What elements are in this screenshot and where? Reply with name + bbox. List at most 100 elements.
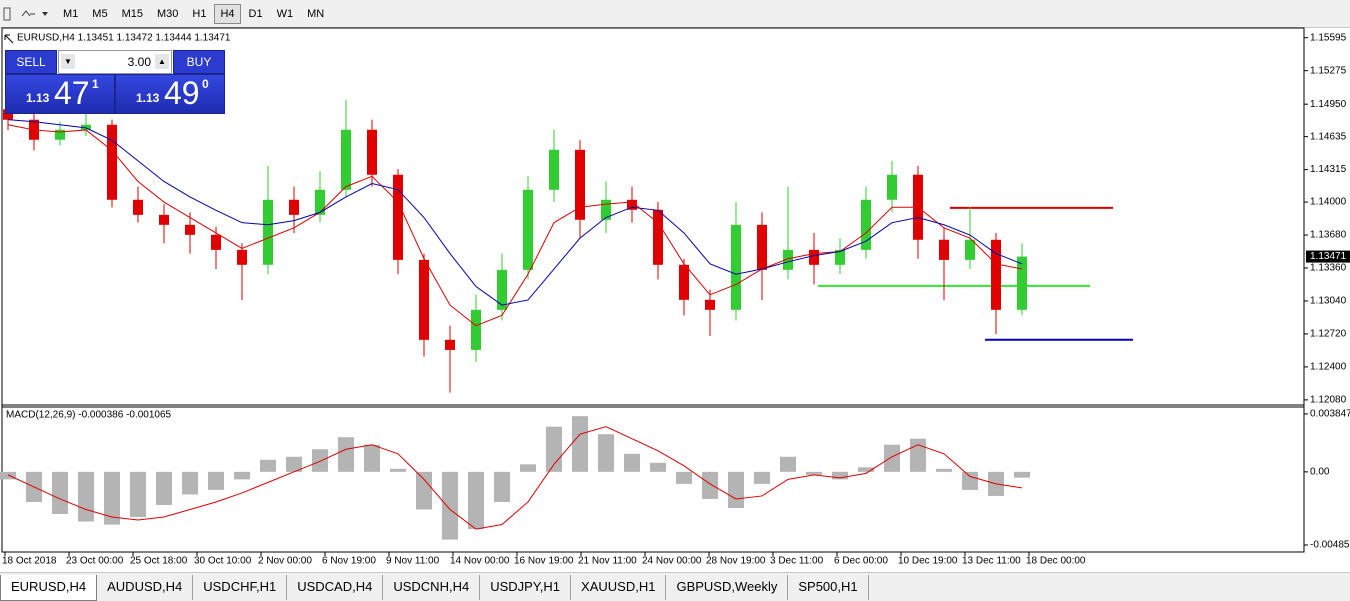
macd-bar xyxy=(208,471,224,490)
timeframe-button[interactable]: M1 xyxy=(63,7,79,20)
y-tick-label: 1.13680 xyxy=(1310,230,1347,241)
candle-body xyxy=(107,124,117,200)
candle-body xyxy=(861,199,871,250)
x-tick-label: 30 Oct 10:00 xyxy=(194,556,252,567)
chart-tab[interactable]: GBPUSD,Weekly xyxy=(666,575,789,600)
candle-body xyxy=(783,249,793,270)
macd-bar xyxy=(104,471,120,525)
sell-price[interactable]: 1.13 47 1 xyxy=(5,74,115,114)
x-tick-label: 18 Oct 2018 xyxy=(2,556,57,567)
price-pips: 47 xyxy=(54,75,90,111)
chart-tab[interactable]: SP500,H1 xyxy=(788,575,869,600)
tool-icons xyxy=(3,7,48,20)
candle-body xyxy=(939,239,949,260)
macd-bar xyxy=(416,471,432,510)
candle-body xyxy=(3,109,13,120)
volume[interactable]: 3.00 xyxy=(127,55,151,69)
timeframes: M1 M5 M15 M30 H1 H4 D1 W1 MN xyxy=(56,3,331,24)
macd-bar xyxy=(312,449,328,472)
candle-body xyxy=(419,259,429,340)
x-tick-label: 23 Oct 00:00 xyxy=(66,556,124,567)
x-tick-label: 6 Dec 00:00 xyxy=(834,556,888,567)
macd-bar xyxy=(832,471,848,480)
sell-button[interactable]: SELL xyxy=(5,50,57,74)
macd-bar xyxy=(598,434,614,472)
macd-bar xyxy=(260,459,276,472)
timeframe-button[interactable]: H1 xyxy=(192,7,207,20)
candle-body xyxy=(679,264,689,300)
x-tick-label: 13 Dec 11:00 xyxy=(962,556,1021,567)
macd-bar xyxy=(910,438,926,472)
volume-box[interactable]: ▼ 3.00 ▲ xyxy=(58,50,172,74)
macd-bar xyxy=(390,468,406,472)
timeframe-button[interactable]: M30 xyxy=(156,7,179,20)
chart-tab[interactable]: USDCAD,H4 xyxy=(287,575,384,600)
x-tick-label: 24 Nov 00:00 xyxy=(642,556,702,567)
candle-body xyxy=(289,199,299,215)
macd-bar xyxy=(156,471,172,505)
price-point: 1 xyxy=(92,77,99,91)
macd-bar xyxy=(780,456,796,472)
timeframe-button[interactable]: D1 xyxy=(248,7,263,20)
y-tick-label: 1.14315 xyxy=(1310,164,1347,175)
timeframe-button[interactable]: W1 xyxy=(276,7,294,20)
candle-body xyxy=(575,149,585,220)
chart-tab[interactable]: AUDUSD,H4 xyxy=(97,575,194,600)
candle-body xyxy=(1017,256,1027,310)
macd-bar xyxy=(728,471,744,508)
macd-title: MACD(12,26,9) -0.000386 -0.001065 xyxy=(6,410,172,421)
timeframe-button[interactable]: M5 xyxy=(92,7,108,20)
chart-tab[interactable]: USDCHF,H1 xyxy=(193,575,288,600)
chart-tab[interactable]: EURUSD,H4 xyxy=(0,575,98,601)
macd-bar xyxy=(858,467,874,472)
macd-signal xyxy=(7,426,1023,530)
y-tick-label: 0.00 xyxy=(1310,466,1330,477)
y-tick-label: 1.13360 xyxy=(1310,263,1347,274)
macd-bar xyxy=(494,471,510,502)
candle-body xyxy=(757,224,767,270)
x-tick-label: 25 Oct 18:00 xyxy=(130,556,188,567)
y-tick-label: 1.15275 xyxy=(1310,65,1347,76)
macd-bar xyxy=(468,471,484,530)
macd-bar xyxy=(624,453,640,472)
timeframe-button[interactable]: H4 xyxy=(214,3,241,24)
x-tick-label: 16 Nov 19:00 xyxy=(514,556,574,567)
candle-body xyxy=(991,239,1001,310)
moving-average xyxy=(7,124,1023,327)
y-tick-label: 1.13040 xyxy=(1310,296,1347,307)
candle-body xyxy=(497,269,507,310)
buy-button[interactable]: BUY xyxy=(173,50,225,74)
y-tick-label: 1.12080 xyxy=(1310,395,1347,406)
chart-tab[interactable]: USDJPY,H1 xyxy=(480,575,572,600)
macd-bar xyxy=(702,471,718,499)
macd-bar xyxy=(130,471,146,518)
macd-bar xyxy=(0,471,16,480)
timeframe-button[interactable]: MN xyxy=(307,7,325,20)
timeframe-button[interactable]: M15 xyxy=(121,7,143,20)
last-price: 1.13471 xyxy=(1310,251,1347,262)
macd-bar xyxy=(338,437,354,472)
chart-tabs: EURUSD,H4 AUDUSD,H4 USDCHF,H1 USDCAD,H4 USDC… xyxy=(0,572,1350,601)
volume-up[interactable]: ▲ xyxy=(155,54,169,69)
candle-body xyxy=(159,214,169,225)
macd-bar xyxy=(364,444,380,472)
y-tick-label: 1.12400 xyxy=(1310,362,1347,373)
price-big: 1.13 xyxy=(26,91,50,105)
price-pips: 49 xyxy=(164,75,200,111)
candle-body xyxy=(393,174,403,260)
candle-body xyxy=(887,174,897,200)
buy-price[interactable]: 1.13 49 0 xyxy=(115,74,225,114)
y-tick-label: -0.004856 xyxy=(1310,540,1350,551)
candle-body xyxy=(523,189,533,270)
macd-bar xyxy=(52,471,68,515)
volume-down[interactable]: ▼ xyxy=(61,54,75,69)
trade-panel: SELL ▼ 3.00 ▲ BUY 1.13 47 1 1.13 49 0 xyxy=(5,50,225,114)
chart-tab[interactable]: XAUUSD,H1 xyxy=(571,575,667,600)
macd-bar xyxy=(286,456,302,472)
candle-body xyxy=(601,199,611,220)
moving-average xyxy=(7,119,1023,306)
chart: EURUSD,H4 1.13451 1.13472 1.13444 1.1347… xyxy=(0,27,1350,567)
candle-body xyxy=(965,239,975,260)
chart-tab[interactable]: USDCNH,H4 xyxy=(383,575,481,600)
x-tick-label: 28 Nov 19:00 xyxy=(706,556,766,567)
